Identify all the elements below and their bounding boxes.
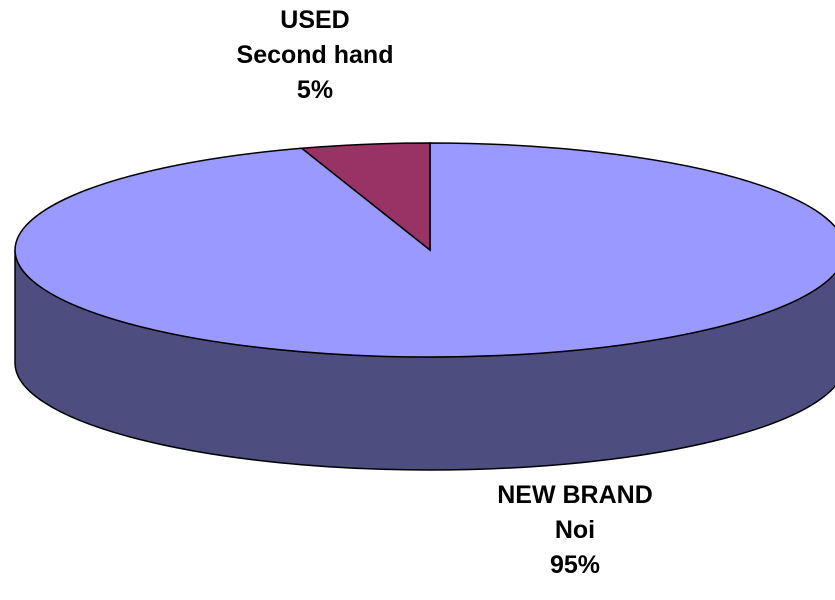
slice-label-new-brand-name: NEW BRAND [497,481,653,509]
slice-label-used-subname: Second hand [236,41,394,69]
slice-label-used-percent: 5% [296,76,334,104]
slice-label-new-brand: NEW BRAND Noi 95% [440,478,710,583]
slice-label-used: USED Second hand 5% [200,3,430,108]
slice-label-used-name: USED [280,6,350,34]
pie-slice-used [299,142,431,252]
pie-slice-new-brand [14,142,835,358]
slice-label-new-brand-subname: Noi [554,516,596,544]
slice-label-new-brand-percent: 95% [549,551,601,579]
